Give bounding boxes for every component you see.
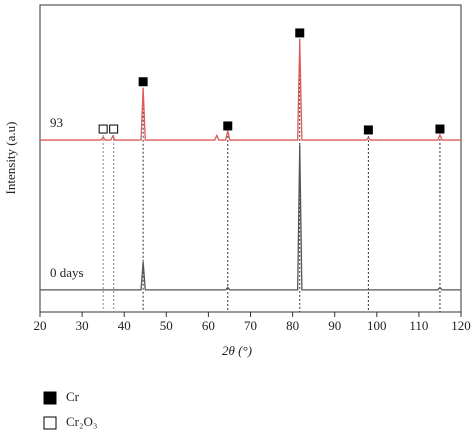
y-axis-label: Intensity (a.u): [3, 122, 18, 195]
series-label: 0 days: [50, 265, 84, 280]
x-tick-label: 40: [118, 318, 131, 333]
x-tick-label: 120: [451, 318, 471, 333]
series-line: [40, 144, 461, 291]
plot-frame: [39, 4, 462, 313]
peak-marker: [138, 77, 148, 87]
series-line: [40, 39, 461, 141]
x-tick-label: 100: [367, 318, 387, 333]
x-axis-label: 2θ (°): [222, 343, 252, 358]
x-tick-label: 110: [409, 318, 428, 333]
legend-swatch: [43, 391, 57, 405]
legend-label: Cr: [66, 389, 80, 404]
x-tick-label: 80: [286, 318, 299, 333]
peak-marker: [109, 124, 119, 134]
legend-swatch: [43, 416, 57, 430]
peak-marker: [435, 124, 445, 134]
x-tick-label: 50: [160, 318, 173, 333]
x-tick-label: 90: [328, 318, 341, 333]
peak-marker: [363, 125, 373, 135]
x-tick-label: 30: [76, 318, 89, 333]
peak-marker: [98, 124, 108, 134]
series-label: 93: [50, 115, 63, 130]
x-tick-label: 60: [202, 318, 215, 333]
x-tick-label: 20: [34, 318, 47, 333]
x-tick-label: 70: [244, 318, 257, 333]
legend-label: Cr₂O₃: [66, 414, 97, 429]
peak-marker: [223, 121, 233, 131]
peak-marker: [295, 28, 305, 38]
